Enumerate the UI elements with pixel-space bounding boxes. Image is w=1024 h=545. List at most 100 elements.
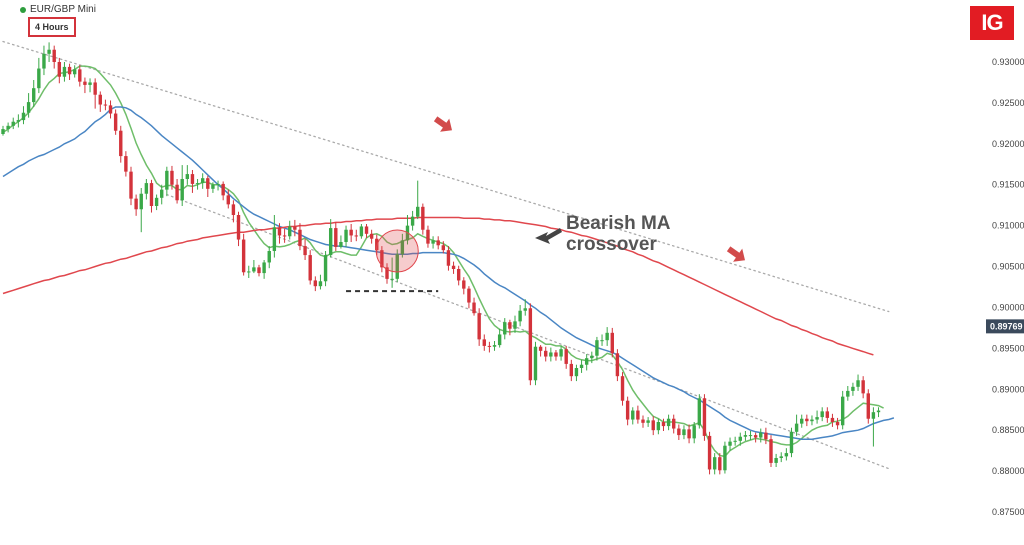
crossover-annotation: Bearish MA crossover: [566, 213, 671, 255]
candle: [185, 165, 190, 185]
candle-body: [574, 368, 579, 377]
y-tick-label: 0.92000: [992, 139, 1024, 149]
candle: [554, 350, 558, 361]
candle-body: [318, 281, 323, 287]
candle: [436, 236, 440, 250]
candle: [298, 223, 302, 251]
candle-body: [67, 66, 72, 75]
last-price-label: 0.89769: [990, 321, 1023, 331]
candle: [487, 341, 492, 353]
candle: [426, 225, 430, 248]
candle-body: [211, 184, 215, 189]
y-tick-label: 0.89500: [992, 343, 1024, 353]
candle: [124, 151, 128, 177]
candle: [590, 351, 594, 364]
candle-body: [728, 441, 732, 446]
candle: [349, 224, 353, 242]
candle: [605, 327, 609, 346]
timeframe-badge[interactable]: 4 Hours: [28, 17, 76, 37]
candle-body: [625, 400, 630, 420]
candle-body: [738, 436, 742, 441]
y-tick-label: 0.90000: [992, 302, 1024, 312]
candle-body: [57, 62, 62, 77]
candle-body: [344, 229, 348, 242]
candle-body: [856, 380, 860, 387]
candle: [820, 407, 824, 422]
candle-body: [712, 457, 717, 470]
candle: [236, 211, 241, 247]
candle: [446, 246, 451, 271]
candle: [52, 45, 56, 69]
candle-body: [257, 267, 261, 274]
candle: [318, 274, 323, 290]
candle: [764, 427, 768, 445]
candle-body: [810, 419, 814, 422]
candle-body: [252, 267, 256, 272]
candle-body: [390, 278, 394, 280]
candle: [631, 407, 635, 425]
candle-body: [861, 380, 865, 394]
candle: [451, 261, 456, 274]
candle-body: [508, 322, 512, 329]
candle: [303, 238, 307, 260]
candle-body: [707, 435, 712, 470]
candle: [784, 448, 789, 461]
y-tick-label: 0.93000: [992, 57, 1024, 67]
candle-body: [154, 197, 159, 206]
candle-body: [267, 251, 271, 263]
ma-slow-line: [2, 216, 874, 356]
candle: [241, 233, 246, 276]
candle-body: [846, 390, 850, 397]
candle: [846, 386, 850, 401]
y-tick-label: 0.89000: [992, 384, 1024, 394]
candle: [1, 125, 5, 136]
candle: [313, 276, 318, 292]
candle-body: [815, 417, 819, 420]
candle-body: [559, 349, 563, 357]
candle-body: [492, 345, 497, 347]
candle-body: [144, 183, 149, 194]
candle: [344, 225, 348, 247]
candle-body: [579, 364, 584, 368]
channel-upper-line: [2, 40, 890, 313]
y-tick-label: 0.88000: [992, 466, 1024, 476]
candle: [533, 341, 538, 386]
candle-body: [72, 69, 77, 75]
candle-body: [456, 269, 461, 281]
candle-body: [866, 393, 870, 419]
candle: [359, 224, 364, 239]
candle: [170, 165, 174, 190]
candle-body: [165, 170, 169, 190]
candle: [769, 435, 773, 467]
candle-body: [477, 313, 481, 340]
candle: [410, 210, 415, 231]
candle: [277, 223, 282, 244]
candle-body: [180, 179, 184, 201]
candle-body: [533, 346, 538, 381]
candle-body: [206, 178, 210, 189]
candle: [748, 431, 753, 440]
ig-logo: IG: [970, 6, 1014, 40]
candle: [57, 57, 62, 84]
candle: [559, 345, 563, 361]
candle: [206, 175, 210, 197]
candle-body: [6, 125, 10, 130]
candle-body: [661, 422, 666, 427]
candle: [871, 407, 876, 447]
candle: [538, 345, 543, 357]
candle: [508, 319, 512, 336]
candle-body: [231, 204, 236, 215]
candle-body: [416, 206, 420, 217]
candle-body: [523, 308, 527, 311]
candle: [293, 219, 297, 237]
candle-body: [764, 432, 768, 440]
candle: [216, 180, 220, 191]
candle-body: [876, 410, 881, 413]
candle: [528, 303, 533, 386]
candle: [190, 170, 195, 193]
candle: [78, 65, 82, 87]
candle-body: [129, 171, 133, 199]
candle: [334, 222, 338, 251]
candle-body: [554, 352, 558, 357]
